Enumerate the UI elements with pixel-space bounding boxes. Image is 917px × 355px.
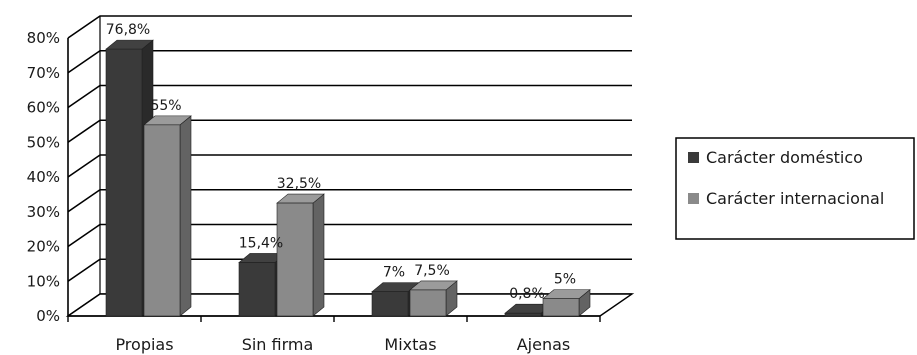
y-tick-label: 20% — [27, 238, 60, 256]
legend-label-internacional: Carácter internacional — [706, 189, 884, 208]
legend-swatch-domestico — [688, 152, 699, 163]
bars — [105, 39, 591, 317]
legend-label-domestico: Carácter doméstico — [706, 148, 863, 167]
y-tick-label: 60% — [27, 99, 60, 117]
bar-internacional — [143, 115, 192, 317]
x-category-labels: Propias Sin firma Mixtas Ajenas — [115, 335, 570, 354]
y-tick-label: 0% — [36, 307, 60, 325]
y-tick-label: 40% — [27, 168, 60, 186]
data-label: 7% — [383, 265, 405, 281]
y-tick-label: 30% — [27, 203, 60, 221]
y-tick-label: 50% — [27, 133, 60, 151]
y-tick-label: 10% — [27, 272, 60, 290]
legend-frame — [675, 137, 915, 240]
legend-swatch-internacional — [688, 193, 699, 204]
y-tick-label: 70% — [27, 64, 60, 82]
data-label: 5% — [554, 272, 576, 288]
y-tick-label: 80% — [27, 29, 60, 47]
data-label: 15,4% — [239, 235, 283, 251]
legend: Carácter doméstico Carácter internaciona… — [675, 137, 915, 240]
x-category-label: Mixtas — [384, 335, 436, 354]
bar-internacional — [409, 280, 458, 317]
x-category-label: Propias — [115, 335, 173, 354]
bar-internacional — [542, 288, 591, 317]
x-category-label: Sin firma — [242, 335, 314, 354]
data-label: 0,8% — [509, 286, 545, 302]
data-labels: 76,8% 55% 15,4% 32,5% 7% 7,5% 0,8% 5% — [106, 22, 576, 302]
data-label: 76,8% — [106, 22, 150, 38]
y-tick-labels: 0% 10% 20% 30% 40% 50% 60% 70% 80% — [27, 29, 60, 325]
data-label: 7,5% — [414, 263, 450, 279]
x-category-label: Ajenas — [517, 335, 571, 354]
bar-internacional — [276, 193, 325, 317]
data-label: 55% — [150, 98, 181, 114]
data-label: 32,5% — [277, 176, 321, 192]
